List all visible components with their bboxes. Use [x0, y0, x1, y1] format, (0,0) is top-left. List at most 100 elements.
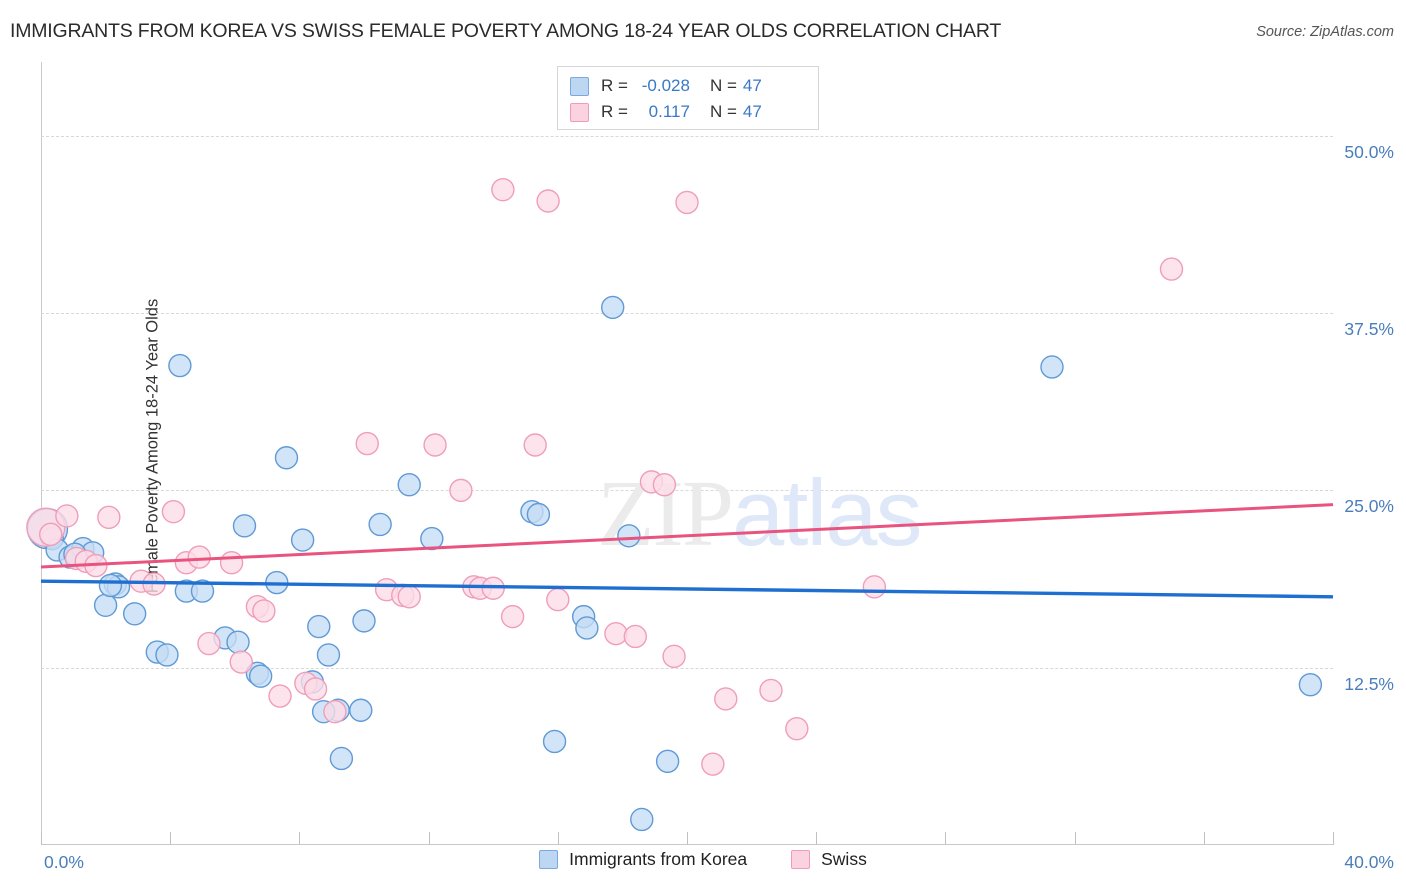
scatter-point: [423, 433, 447, 457]
scatter-point: [759, 678, 783, 703]
scatter-point: [675, 190, 699, 215]
plot-area: ZIPatlas: [26, 62, 1334, 845]
scatter-point: [97, 505, 121, 530]
series-swatch-korea-icon: [539, 850, 559, 869]
scatter-point: [1040, 355, 1064, 379]
legend-swatch-korea-icon: [570, 76, 589, 96]
scatter-point: [155, 643, 179, 667]
scatter-point: [397, 473, 421, 497]
x-axis-min-label: 0.0%: [44, 852, 84, 872]
scatter-point: [168, 353, 192, 378]
gridline: [41, 667, 1333, 669]
x-axis-max-label: 40.0%: [1344, 852, 1394, 872]
source-attribution: Source: ZipAtlas.com: [1256, 24, 1394, 40]
scatter-point: [355, 431, 379, 456]
scatter-point: [526, 502, 551, 527]
scatter-point: [623, 624, 648, 649]
n-label-swiss: N =: [709, 102, 737, 121]
scatter-point: [542, 729, 567, 754]
scatter-point: [187, 545, 211, 569]
trend-line: [40, 579, 1334, 599]
legend-item-korea[interactable]: Immigrants from Korea: [539, 849, 747, 870]
gridline: [41, 135, 1333, 137]
scatter-point: [652, 473, 677, 497]
scatter-point: [268, 684, 292, 708]
n-value-swiss: 47: [742, 102, 762, 121]
y-axis-tick-label: 37.5%: [1344, 319, 1394, 340]
x-axis-tick: [170, 832, 172, 845]
scatter-point: [491, 177, 515, 202]
y-axis-line: [41, 62, 42, 845]
legend-label-swiss: Swiss: [821, 849, 867, 869]
scatter-point: [38, 522, 63, 547]
x-axis-tick: [557, 832, 559, 845]
x-axis-tick: [1333, 832, 1334, 845]
scatter-point: [701, 752, 725, 776]
scatter-point: [352, 609, 376, 633]
scatter-point: [449, 478, 473, 503]
scatter-point: [617, 524, 641, 548]
scatter-point: [714, 687, 738, 711]
page-title: IMMIGRANTS FROM KOREA VS SWISS FEMALE PO…: [10, 20, 1002, 42]
x-axis-tick: [428, 832, 430, 845]
y-axis-tick-label: 12.5%: [1344, 673, 1394, 694]
n-value-korea: 47: [742, 76, 762, 95]
scatter-point: [420, 526, 444, 551]
correlation-stats-legend: R = -0.028 N = 47 R = 0.117 N = 47: [557, 66, 819, 130]
scatter-point: [316, 643, 341, 667]
scatter-point: [630, 807, 654, 832]
scatter-point: [368, 512, 392, 537]
scatter-point: [655, 749, 680, 774]
x-axis-tick: [1074, 832, 1076, 845]
x-axis-tick: [687, 832, 688, 845]
scatter-point: [229, 650, 253, 674]
legend-swatch-swiss-icon: [570, 102, 589, 122]
legend-label-korea: Immigrants from Korea: [569, 849, 748, 869]
scatter-point: [197, 631, 221, 656]
scatter-point: [1298, 673, 1323, 697]
scatter-point: [307, 614, 331, 639]
scatter-point: [55, 504, 79, 528]
scatter-point: [329, 746, 354, 771]
scatter-point: [601, 295, 625, 320]
scatter-point: [1159, 257, 1184, 281]
x-axis-tick: [945, 832, 947, 845]
series-swatch-swiss-icon: [791, 850, 811, 869]
scatter-point: [274, 446, 299, 470]
scatter-point: [536, 189, 560, 213]
scatter-point: [122, 602, 147, 626]
scatter-point: [323, 699, 347, 724]
x-axis-tick: [41, 832, 42, 845]
scatter-point: [290, 528, 315, 552]
scatter-point: [190, 579, 215, 603]
trend-lines: [40, 503, 1334, 599]
legend-item-swiss[interactable]: Swiss: [791, 849, 867, 870]
scatter-point: [232, 514, 257, 538]
gridline: [41, 490, 1333, 492]
scatter-point: [252, 599, 276, 623]
scatter-point: [575, 616, 599, 640]
scatter-point: [349, 698, 373, 722]
scatter-point: [785, 716, 809, 741]
y-axis-tick-label: 50.0%: [1344, 141, 1394, 162]
scatter-point: [662, 644, 686, 669]
x-axis-tick: [1203, 832, 1205, 845]
scatter-point: [248, 664, 273, 688]
r-label-swiss: R =: [601, 102, 628, 121]
scatter-point: [500, 604, 525, 629]
stats-row-swiss: R = 0.117 N = 47: [570, 99, 808, 125]
scatter-point: [98, 573, 123, 598]
x-axis-tick: [299, 832, 301, 845]
scatter-point: [303, 677, 328, 701]
stats-row-korea: R = -0.028 N = 47: [570, 73, 808, 99]
series-legend: Immigrants from Korea Swiss: [0, 849, 1406, 870]
y-axis-tick-label: 25.0%: [1344, 496, 1394, 517]
scatter-point: [523, 433, 547, 457]
r-label-korea: R =: [601, 76, 628, 95]
gridline: [41, 313, 1333, 315]
scatter-point: [161, 499, 186, 524]
scatter-points: [26, 177, 1323, 832]
x-axis-tick: [816, 832, 818, 845]
r-value-swiss: 0.117: [648, 102, 690, 121]
